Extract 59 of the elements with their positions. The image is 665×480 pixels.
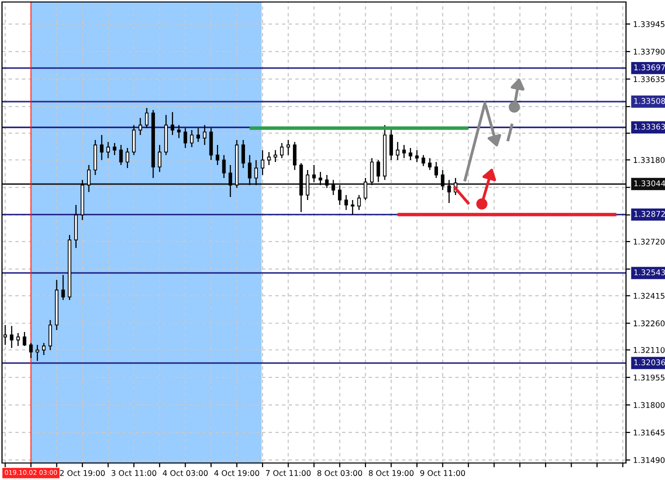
candlestick — [338, 184, 342, 206]
candlestick — [126, 147, 130, 169]
candlestick — [248, 154, 252, 186]
candlestick — [132, 124, 136, 156]
candlestick — [357, 194, 361, 210]
candlestick — [216, 144, 220, 166]
candlestick — [87, 164, 91, 193]
candlestick — [170, 112, 174, 136]
candlestick — [42, 342, 46, 356]
candlestick — [144, 107, 149, 129]
candlestick — [112, 142, 116, 156]
candlestick — [318, 171, 322, 186]
candlestick — [202, 124, 206, 146]
candlestick — [184, 128, 188, 149]
candlestick — [190, 129, 194, 148]
candlestick — [61, 274, 65, 301]
candlestick — [350, 199, 354, 216]
candlestick — [228, 164, 232, 198]
candlestick — [274, 150, 278, 163]
candlestick — [312, 164, 316, 183]
candlestick — [177, 124, 181, 139]
candlestick — [222, 154, 226, 179]
candlestick — [306, 169, 310, 201]
candlestick — [434, 161, 438, 179]
candlestick — [36, 344, 40, 362]
candlestick — [422, 154, 426, 167]
candlestick — [280, 142, 284, 159]
candlestick — [100, 134, 104, 161]
candlestick — [16, 332, 20, 347]
candlestick — [48, 319, 52, 351]
candlestick — [286, 139, 290, 156]
candlestick — [29, 342, 33, 359]
candlestick — [402, 144, 406, 159]
candlestick — [344, 194, 348, 210]
candlestick — [447, 179, 451, 204]
candlestick — [364, 177, 368, 201]
candlestick — [325, 174, 329, 188]
candlestick — [408, 147, 412, 161]
candlestick — [158, 144, 162, 172]
candlestick — [428, 158, 432, 171]
candlestick — [440, 169, 444, 191]
candlestick — [254, 159, 258, 186]
candlestick — [389, 128, 393, 161]
candlestick — [415, 150, 419, 163]
candlestick — [292, 141, 296, 171]
candlestick — [119, 144, 123, 166]
candlestick — [241, 139, 246, 169]
candlestick — [138, 117, 142, 136]
candlestick — [370, 158, 374, 186]
candlestick — [376, 159, 380, 183]
candlestick — [209, 128, 213, 161]
candlestick — [22, 331, 26, 347]
candlestick — [196, 128, 200, 142]
candlestick — [106, 141, 110, 159]
candlestick — [332, 179, 336, 196]
candlestick — [267, 152, 271, 166]
candlestick — [10, 325, 14, 348]
candlestick — [260, 150, 264, 176]
candlestick — [396, 141, 400, 161]
